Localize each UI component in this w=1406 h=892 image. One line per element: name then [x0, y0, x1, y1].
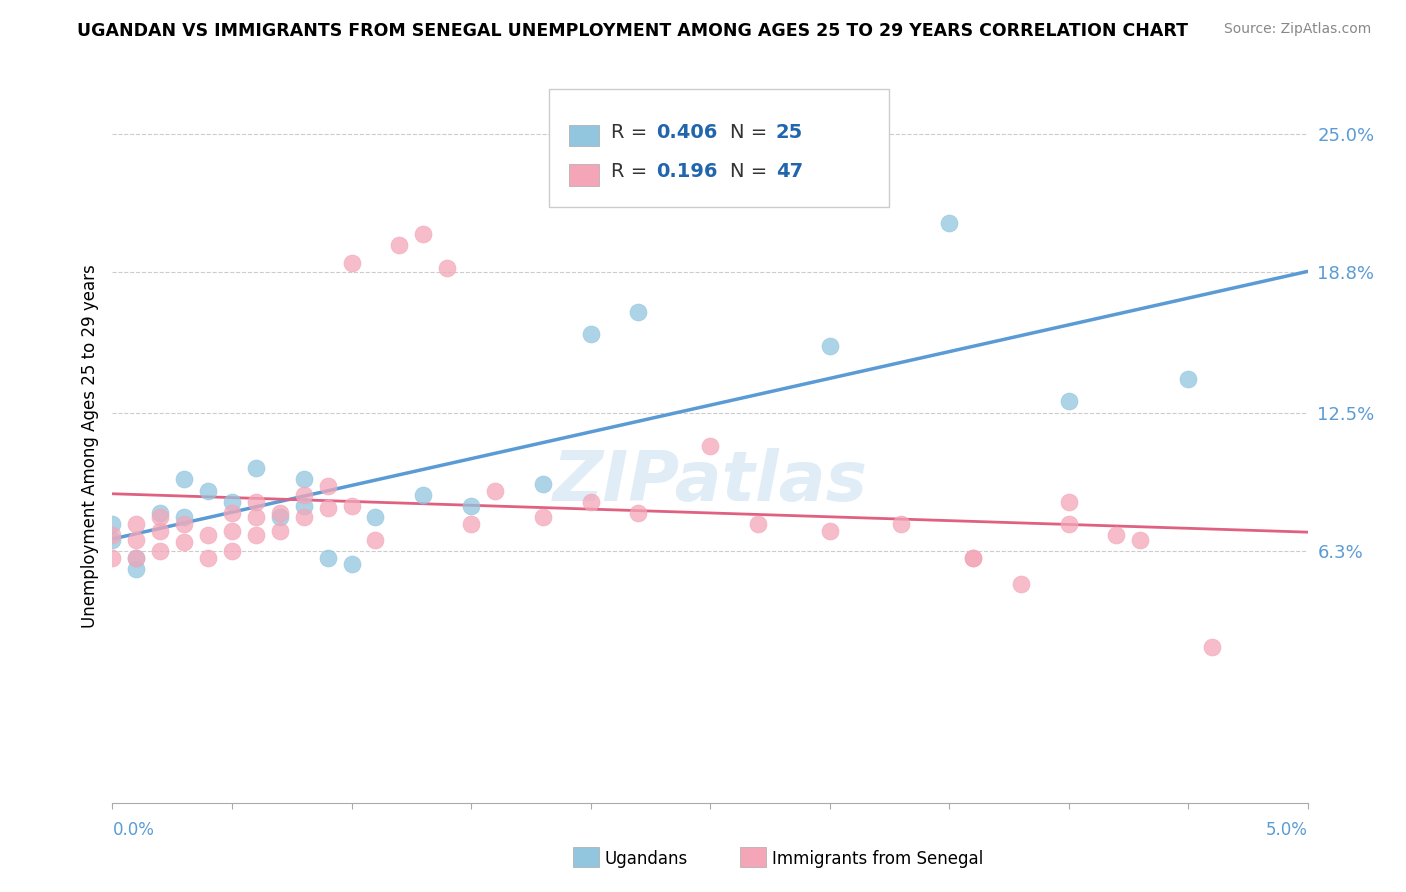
- Point: [221, 543, 243, 558]
- Point: [149, 510, 172, 524]
- Point: [125, 533, 148, 547]
- Point: [269, 524, 291, 538]
- Point: [579, 327, 602, 342]
- Point: [149, 543, 172, 558]
- Point: [938, 216, 960, 230]
- Point: [101, 528, 124, 542]
- Point: [149, 524, 172, 538]
- Point: [101, 550, 124, 565]
- FancyBboxPatch shape: [548, 89, 890, 207]
- Text: 0.196: 0.196: [657, 162, 717, 181]
- Point: [1129, 533, 1152, 547]
- Point: [388, 238, 411, 252]
- Point: [627, 506, 650, 520]
- Text: 47: 47: [776, 162, 803, 181]
- Point: [412, 488, 434, 502]
- Point: [531, 510, 554, 524]
- Text: N =: N =: [730, 123, 773, 142]
- Text: ZIPatlas: ZIPatlas: [553, 448, 868, 516]
- Point: [292, 499, 315, 513]
- Point: [125, 550, 148, 565]
- Point: [173, 516, 195, 531]
- Bar: [740, 847, 766, 867]
- Point: [245, 528, 267, 542]
- Point: [197, 528, 219, 542]
- Text: R =: R =: [610, 162, 654, 181]
- Point: [292, 472, 315, 486]
- Point: [221, 506, 243, 520]
- Point: [460, 499, 482, 513]
- Point: [1201, 640, 1223, 654]
- Point: [747, 516, 769, 531]
- Text: Source: ZipAtlas.com: Source: ZipAtlas.com: [1223, 22, 1371, 37]
- Point: [173, 510, 195, 524]
- Point: [364, 533, 387, 547]
- Point: [460, 516, 482, 531]
- Bar: [569, 125, 599, 146]
- Text: 0.0%: 0.0%: [112, 821, 155, 838]
- Point: [579, 494, 602, 508]
- Point: [818, 338, 841, 352]
- Point: [125, 550, 148, 565]
- Text: UGANDAN VS IMMIGRANTS FROM SENEGAL UNEMPLOYMENT AMONG AGES 25 TO 29 YEARS CORREL: UGANDAN VS IMMIGRANTS FROM SENEGAL UNEMP…: [77, 22, 1188, 40]
- Point: [101, 516, 124, 531]
- Point: [292, 488, 315, 502]
- Point: [269, 506, 291, 520]
- Text: Immigrants from Senegal: Immigrants from Senegal: [772, 850, 983, 868]
- Text: N =: N =: [730, 162, 773, 181]
- Point: [221, 494, 243, 508]
- Point: [436, 260, 458, 275]
- Point: [1057, 516, 1080, 531]
- Point: [627, 305, 650, 319]
- Point: [1177, 372, 1199, 386]
- Point: [245, 461, 267, 475]
- Bar: [572, 847, 599, 867]
- Point: [699, 439, 721, 453]
- Point: [292, 510, 315, 524]
- Point: [340, 499, 363, 513]
- Point: [125, 562, 148, 576]
- Point: [316, 550, 339, 565]
- Point: [245, 494, 267, 508]
- Point: [125, 516, 148, 531]
- Text: Ugandans: Ugandans: [605, 850, 688, 868]
- Point: [173, 534, 195, 549]
- Point: [531, 476, 554, 491]
- Y-axis label: Unemployment Among Ages 25 to 29 years: Unemployment Among Ages 25 to 29 years: [80, 264, 98, 628]
- Text: 0.406: 0.406: [657, 123, 717, 142]
- Point: [1057, 394, 1080, 409]
- Point: [962, 550, 984, 565]
- Point: [1105, 528, 1128, 542]
- Point: [484, 483, 506, 498]
- Point: [818, 524, 841, 538]
- Point: [316, 501, 339, 516]
- Point: [197, 483, 219, 498]
- Point: [269, 510, 291, 524]
- Point: [412, 227, 434, 241]
- Point: [1010, 577, 1032, 591]
- Point: [962, 550, 984, 565]
- Point: [340, 557, 363, 572]
- Point: [890, 516, 912, 531]
- Point: [101, 533, 124, 547]
- Point: [173, 472, 195, 486]
- Point: [245, 510, 267, 524]
- Point: [149, 506, 172, 520]
- Text: 5.0%: 5.0%: [1265, 821, 1308, 838]
- Point: [364, 510, 387, 524]
- Bar: [569, 164, 599, 186]
- Text: R =: R =: [610, 123, 654, 142]
- Point: [316, 479, 339, 493]
- Point: [221, 524, 243, 538]
- Text: 25: 25: [776, 123, 803, 142]
- Point: [197, 550, 219, 565]
- Point: [1057, 494, 1080, 508]
- Point: [340, 256, 363, 270]
